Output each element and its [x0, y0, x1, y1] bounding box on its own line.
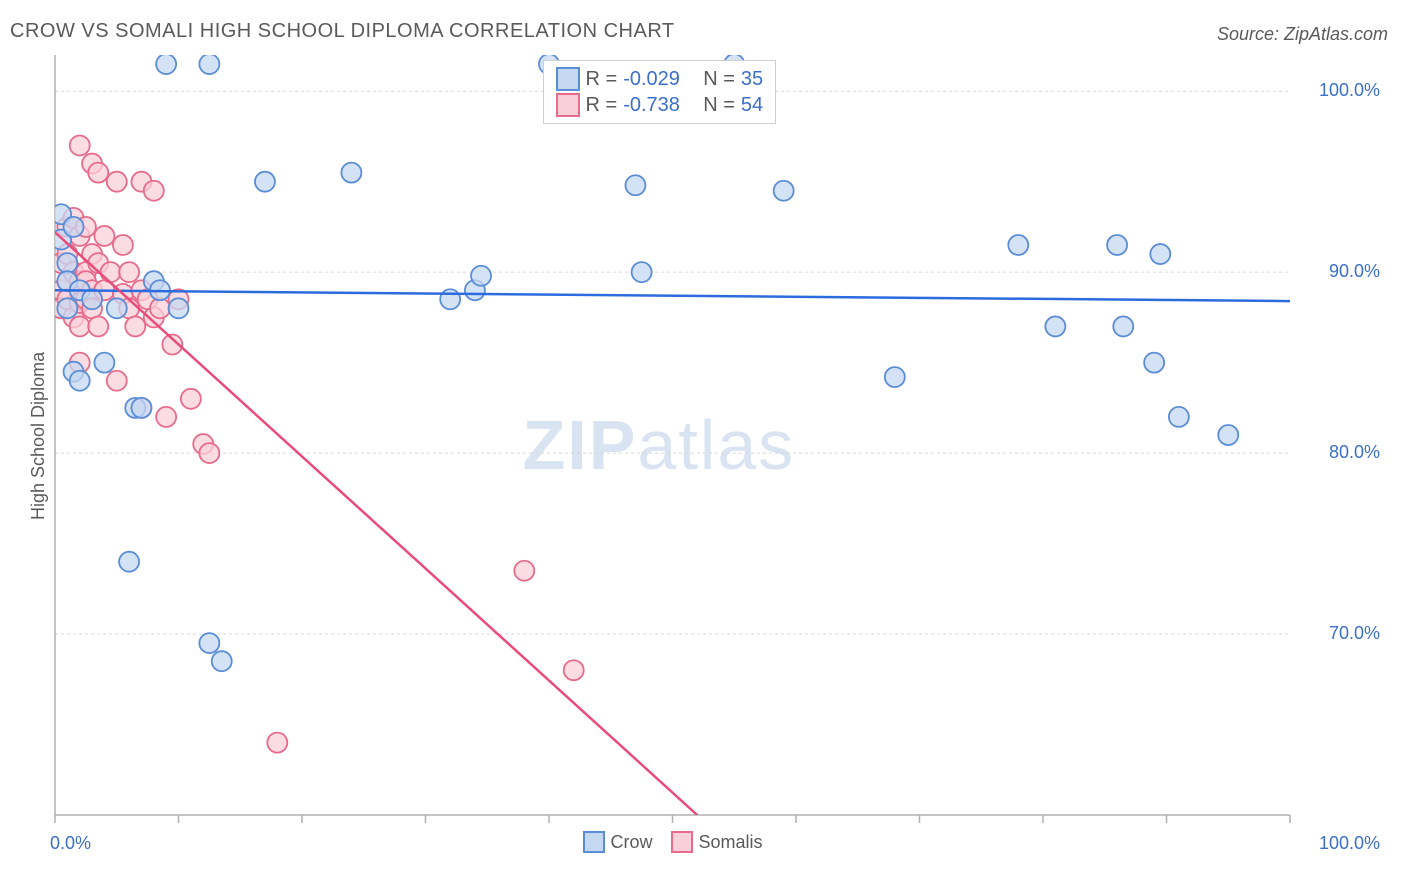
- data-point: [1008, 235, 1028, 255]
- data-point: [156, 54, 176, 74]
- data-point: [181, 389, 201, 409]
- data-point: [119, 552, 139, 572]
- data-point: [471, 266, 491, 286]
- series-legend-label: Crow: [611, 832, 653, 853]
- trend-line: [55, 290, 1290, 301]
- legend-r-value: -0.738: [623, 94, 687, 117]
- data-point: [1218, 425, 1238, 445]
- legend-n-value: 54: [741, 94, 763, 117]
- data-point: [125, 316, 145, 336]
- data-point: [514, 561, 534, 581]
- data-point: [1144, 353, 1164, 373]
- axis-tick-label: 70.0%: [1329, 623, 1380, 644]
- data-point: [70, 316, 90, 336]
- data-point: [199, 443, 219, 463]
- data-point: [632, 262, 652, 282]
- data-point: [88, 316, 108, 336]
- legend-swatch: [556, 93, 580, 117]
- axis-tick-label: 90.0%: [1329, 261, 1380, 282]
- data-point: [94, 226, 114, 246]
- legend-swatch: [583, 831, 605, 853]
- data-point: [774, 181, 794, 201]
- data-point: [88, 163, 108, 183]
- data-point: [150, 298, 170, 318]
- data-point: [1169, 407, 1189, 427]
- data-point: [107, 298, 127, 318]
- data-point: [1045, 316, 1065, 336]
- data-point: [1107, 235, 1127, 255]
- data-point: [156, 407, 176, 427]
- legend-r-value: -0.029: [623, 68, 687, 91]
- axis-tick-label: 0.0%: [50, 833, 91, 854]
- data-point: [131, 398, 151, 418]
- series-legend-item: Crow: [583, 831, 653, 853]
- data-point: [119, 262, 139, 282]
- axis-tick-label: 100.0%: [1319, 80, 1380, 101]
- trend-line: [55, 232, 697, 815]
- data-point: [885, 367, 905, 387]
- data-point: [212, 651, 232, 671]
- data-point: [199, 54, 219, 74]
- data-point: [341, 163, 361, 183]
- legend-n-label: N =: [703, 94, 735, 117]
- legend-n-value: 35: [741, 68, 763, 91]
- data-point: [70, 135, 90, 155]
- data-point: [169, 298, 189, 318]
- data-point: [107, 371, 127, 391]
- legend-row: R = -0.029 N = 35: [556, 67, 764, 91]
- data-point: [144, 181, 164, 201]
- data-point: [440, 289, 460, 309]
- data-point: [267, 733, 287, 753]
- scatter-plot: [0, 0, 1406, 892]
- data-point: [57, 298, 77, 318]
- data-point: [107, 172, 127, 192]
- legend-swatch: [671, 831, 693, 853]
- axis-tick-label: 80.0%: [1329, 442, 1380, 463]
- data-point: [199, 633, 219, 653]
- legend-n-label: N =: [703, 68, 735, 91]
- series-legend: Crow Somalis: [583, 831, 763, 853]
- data-point: [82, 289, 102, 309]
- legend-swatch: [556, 67, 580, 91]
- series-legend-item: Somalis: [671, 831, 763, 853]
- legend-r-label: R =: [586, 68, 618, 91]
- data-point: [113, 235, 133, 255]
- data-point: [64, 217, 84, 237]
- series-legend-label: Somalis: [699, 832, 763, 853]
- data-point: [57, 253, 77, 273]
- data-point: [101, 262, 121, 282]
- data-point: [1113, 316, 1133, 336]
- data-point: [625, 175, 645, 195]
- legend-row: R = -0.738 N = 54: [556, 93, 764, 117]
- data-point: [564, 660, 584, 680]
- data-point: [255, 172, 275, 192]
- data-point: [1150, 244, 1170, 264]
- correlation-legend: R = -0.029 N = 35 R = -0.738 N = 54: [543, 60, 777, 124]
- data-point: [94, 353, 114, 373]
- data-point: [70, 371, 90, 391]
- legend-r-label: R =: [586, 94, 618, 117]
- axis-tick-label: 100.0%: [1319, 833, 1380, 854]
